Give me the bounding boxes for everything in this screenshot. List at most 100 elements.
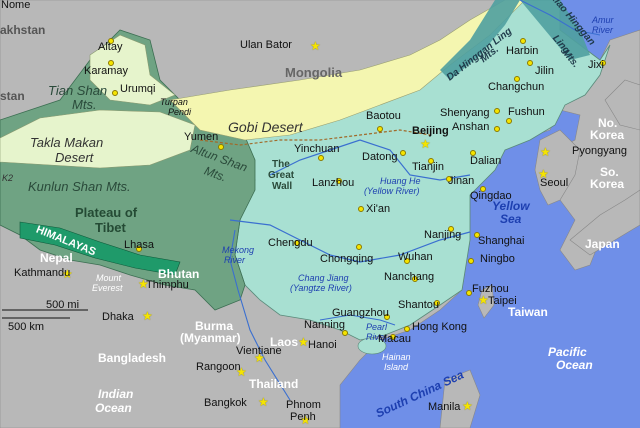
water-indian-1: Indian bbox=[98, 387, 134, 401]
dot-lanzhou bbox=[336, 178, 342, 184]
country-nepal: Nepal bbox=[40, 251, 73, 265]
river-amur-2: River bbox=[592, 25, 614, 35]
peak-everest-1: Mount bbox=[96, 273, 122, 283]
dot-chongqing bbox=[356, 244, 362, 250]
star-seoul: ★ bbox=[538, 167, 549, 181]
terrain-great-wall-3: Wall bbox=[272, 181, 293, 192]
star-beijing: ★ bbox=[420, 137, 431, 151]
city-dalian: Dalian bbox=[470, 155, 502, 167]
country-mongolia: Mongolia bbox=[285, 65, 343, 80]
country-bangladesh: Bangladesh bbox=[98, 351, 167, 365]
water-pacific-2: Ocean bbox=[556, 358, 593, 372]
city-turpan-1: Turpan bbox=[160, 97, 188, 107]
city-fushun: Fushun bbox=[508, 106, 545, 118]
star-kathmandu: ★ bbox=[62, 267, 73, 281]
city-changchun: Changchun bbox=[488, 81, 545, 93]
star-rangoon: ★ bbox=[236, 365, 247, 379]
city-turpan-2: Pendi bbox=[168, 107, 192, 117]
dot-jinan bbox=[446, 176, 452, 182]
dot-harbin bbox=[520, 38, 526, 44]
dot-nanchang bbox=[412, 276, 418, 282]
city-guangzhou: Guangzhou bbox=[332, 307, 389, 319]
city-nome: Nome bbox=[1, 0, 31, 11]
river-pearl-2: River bbox=[366, 332, 388, 342]
terrain-great-wall-2: Great bbox=[268, 170, 295, 181]
city-chengdu: Chengdu bbox=[268, 237, 313, 249]
country-laos: Laos bbox=[270, 335, 299, 349]
city-lanzhou: Lanzhou bbox=[312, 177, 355, 189]
water-pacific-1: Pacific bbox=[548, 345, 587, 359]
city-seoul: Seoul bbox=[540, 177, 569, 189]
himalaya-band bbox=[19, 221, 181, 276]
city-nanchang: Nanchang bbox=[384, 271, 435, 283]
city-kathmandu: Kathmandu bbox=[14, 267, 71, 279]
river-pearl-1: Pearl bbox=[366, 322, 388, 332]
city-anshan: Anshan bbox=[452, 121, 490, 133]
city-jinan: Jinan bbox=[448, 175, 475, 187]
mekong-river bbox=[229, 229, 291, 401]
city-taipei: Taipei bbox=[488, 295, 517, 307]
dot-lhasa bbox=[136, 246, 142, 252]
star-taipei: ★ bbox=[478, 293, 489, 307]
city-shanghai: Shanghai bbox=[478, 235, 525, 247]
scale-miles: 500 mi bbox=[46, 299, 80, 311]
water-yellow-sea-1: Yellow bbox=[492, 199, 530, 213]
country-no-korea-1: No. bbox=[598, 116, 618, 130]
river-mekong-2: River bbox=[224, 255, 246, 265]
dot-altay bbox=[108, 38, 114, 44]
country-partial-left: stan bbox=[0, 89, 25, 103]
japan-north bbox=[604, 79, 640, 131]
city-jixi: Jixi bbox=[588, 59, 604, 71]
peak-k2: K2 bbox=[2, 173, 14, 183]
country-thailand: Thailand bbox=[249, 377, 299, 391]
amur-river bbox=[519, 0, 601, 36]
city-pyongyang: Pyongyang bbox=[572, 145, 628, 157]
city-jilin: Jilin bbox=[535, 65, 554, 77]
country-so-korea-1: So. bbox=[600, 165, 619, 179]
dzungaria bbox=[89, 34, 176, 106]
country-taiwan: Taiwan bbox=[508, 305, 548, 319]
yangtze-river bbox=[229, 219, 471, 263]
water-yellow-sea-2: Sea bbox=[500, 212, 522, 226]
dot-chengdu bbox=[294, 240, 300, 246]
city-chongqing: Chongqing bbox=[320, 253, 374, 265]
xiao-hinggan-mountains bbox=[520, 0, 590, 60]
city-vientiane: Vientiane bbox=[236, 345, 282, 357]
city-macau: Macau bbox=[378, 333, 412, 345]
city-baotou: Baotou bbox=[366, 110, 401, 122]
river-chang-2: (Yangtze River) bbox=[290, 283, 352, 293]
country-bhutan: Bhutan bbox=[158, 267, 200, 281]
city-urumqi: Urumqi bbox=[120, 83, 156, 95]
yellow-river bbox=[269, 139, 471, 181]
city-altay: Altay bbox=[98, 41, 123, 53]
dot-datong bbox=[400, 150, 406, 156]
korean-peninsula bbox=[534, 129, 581, 206]
dot-yinchuan bbox=[318, 155, 324, 161]
star-phnom-penh: ★ bbox=[300, 413, 311, 427]
terrain-gobi: Gobi Desert bbox=[228, 119, 303, 135]
terrain-kunlun: Kunlun Shan Mts. bbox=[28, 179, 131, 194]
dot-yumen bbox=[218, 144, 224, 150]
star-pyongyang: ★ bbox=[540, 145, 551, 159]
river-huang-2: (Yellow River) bbox=[364, 186, 420, 196]
hainan-shape bbox=[357, 337, 387, 355]
city-harbin: Harbin bbox=[506, 45, 539, 57]
river-mekong-1: Mekong bbox=[222, 245, 255, 255]
city-bangkok: Bangkok bbox=[204, 397, 247, 409]
city-ningbo: Ningbo bbox=[480, 253, 515, 265]
star-vientiane: ★ bbox=[254, 351, 265, 365]
dot-qingdao bbox=[480, 186, 486, 192]
city-nanning: Nanning bbox=[304, 319, 345, 331]
river-chang-1: Chang Jiang bbox=[298, 273, 349, 283]
hinggan-mountains bbox=[440, 0, 520, 80]
dot-anshan bbox=[494, 126, 500, 132]
river-huang-1: Huang He bbox=[380, 176, 421, 186]
terrain-takla-makan-1: Takla Makan bbox=[30, 135, 104, 150]
dot-dalian bbox=[470, 150, 476, 156]
terrain-great-wall-1: The bbox=[272, 159, 290, 170]
dot-shantou bbox=[434, 300, 440, 306]
terrain-tian-shan-2: Mts. bbox=[72, 97, 97, 112]
city-phnom-penh-2: Penh bbox=[290, 411, 316, 423]
dot-xian bbox=[358, 206, 364, 212]
